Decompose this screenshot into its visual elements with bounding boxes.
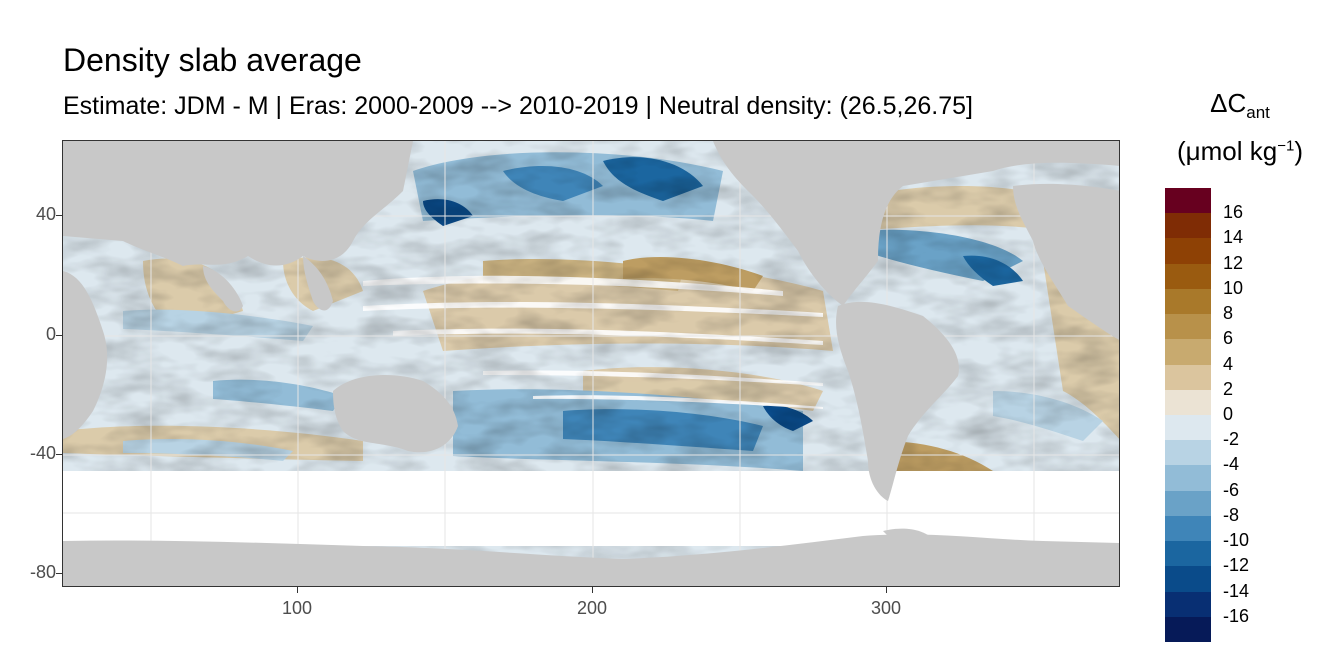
land-masses [63, 141, 1119, 586]
y-tick-label-0: 0 [45, 324, 56, 344]
land-europe [1013, 183, 1119, 340]
y-tick-mark-40 [56, 215, 62, 216]
colorbar-label: -12 [1223, 555, 1250, 576]
colorbar-step [1165, 188, 1211, 214]
land-eurasia-west [63, 141, 413, 266]
colorbar-step [1165, 263, 1211, 289]
colorbar-label: 8 [1223, 303, 1234, 324]
colorbar-label: -16 [1223, 605, 1250, 626]
colorbar [1165, 188, 1211, 642]
map-svg [63, 141, 1119, 586]
colorbar-step [1165, 364, 1211, 390]
land-africa-east [63, 271, 108, 439]
land-north-america [713, 141, 1119, 306]
colorbar-step [1165, 238, 1211, 264]
colorbar-step [1165, 465, 1211, 491]
y-tick-mark-neg80 [56, 573, 62, 574]
colorbar-step [1165, 339, 1211, 365]
legend-title: ΔCant [1210, 88, 1270, 123]
colorbar-step [1165, 490, 1211, 516]
colorbar-label: 2 [1223, 378, 1234, 399]
land-australia [333, 375, 458, 453]
colorbar-label: 16 [1223, 202, 1244, 223]
colorbar-step [1165, 389, 1211, 415]
x-tick-mark-300 [886, 587, 887, 593]
x-tick-mark-100 [297, 587, 298, 593]
map-panel [62, 140, 1120, 587]
land-southeast-asia [303, 256, 333, 311]
colorbar-step [1165, 541, 1211, 567]
x-tick-label-100: 100 [281, 598, 313, 618]
land-south-america [836, 301, 959, 501]
colorbar-step [1165, 591, 1211, 617]
colorbar-label: 12 [1223, 252, 1244, 273]
chart-title: Density slab average [63, 42, 362, 78]
colorbar-label: -2 [1223, 429, 1240, 450]
y-tick-label-neg80: -80 [29, 562, 56, 582]
y-tick-mark-neg40 [56, 454, 62, 455]
colorbar-step [1165, 440, 1211, 466]
y-tick-label-neg40: -40 [29, 443, 56, 463]
colorbar-label: -8 [1223, 504, 1240, 525]
colorbar-label: 14 [1223, 227, 1244, 248]
colorbar-step [1165, 515, 1211, 542]
y-tick-label-40: 40 [35, 204, 56, 224]
colorbar-step [1165, 213, 1211, 239]
colorbar-step [1165, 414, 1211, 441]
colorbar-label: 10 [1223, 277, 1244, 298]
chart-subtitle: Estimate: JDM - M | Eras: 2000-2009 --> … [63, 92, 973, 120]
legend-unit: (μmol kg−1) [1177, 136, 1303, 166]
land-antarctica [63, 534, 1119, 586]
x-tick-label-200: 200 [576, 598, 608, 618]
colorbar-label: -10 [1223, 530, 1250, 551]
x-tick-label-300: 300 [870, 598, 902, 618]
colorbar-step [1165, 288, 1211, 315]
colorbar-label: -6 [1223, 479, 1240, 500]
colorbar-step [1165, 314, 1211, 340]
x-tick-mark-200 [592, 587, 593, 593]
y-tick-mark-0 [56, 335, 62, 336]
southern-no-data-band [63, 471, 1119, 546]
colorbar-step [1165, 616, 1211, 642]
colorbar-label: 0 [1223, 404, 1234, 424]
land-india [203, 266, 243, 312]
colorbar-label: -4 [1223, 454, 1240, 475]
colorbar-label: 4 [1223, 353, 1234, 374]
colorbar-label: -14 [1223, 580, 1250, 601]
colorbar-step [1165, 566, 1211, 592]
colorbar-label: 6 [1223, 328, 1234, 349]
